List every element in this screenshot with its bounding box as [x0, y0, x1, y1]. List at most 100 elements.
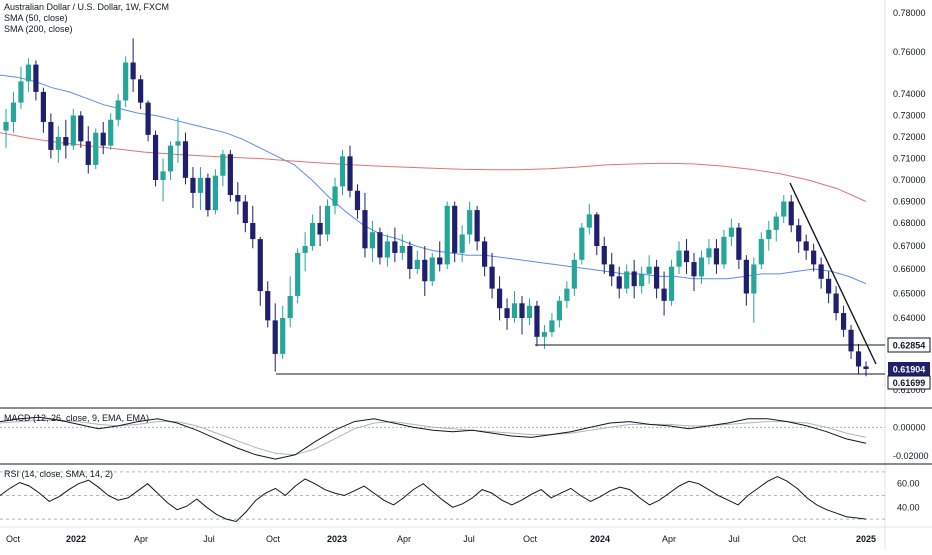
candle-body	[751, 264, 757, 294]
candle-body	[624, 271, 630, 289]
candle	[167, 141, 174, 180]
candle-body	[646, 266, 652, 274]
candle-body	[811, 250, 817, 265]
candle	[138, 75, 144, 110]
macd-tick-label: 0.00000	[893, 422, 926, 432]
candle	[362, 192, 368, 258]
candle	[354, 184, 361, 219]
candle-body	[818, 264, 824, 279]
candle-body	[138, 79, 144, 103]
candle-body	[310, 223, 316, 246]
candle-body	[10, 102, 17, 122]
candle	[399, 234, 405, 260]
candle	[108, 113, 114, 150]
candle-body	[85, 141, 91, 165]
candle	[519, 295, 525, 335]
candle	[698, 250, 705, 284]
candle	[452, 201, 458, 263]
candle	[10, 91, 17, 133]
time-tick-label: Apr	[134, 534, 148, 544]
time-tick-label: 2023	[327, 534, 347, 544]
price-tick-label: 0.71000	[893, 154, 926, 164]
candle-body	[302, 246, 308, 253]
candle-body	[93, 132, 99, 165]
price-tick-label: 0.70000	[893, 175, 926, 185]
candle-body	[683, 250, 690, 263]
candle	[848, 325, 854, 359]
candle	[654, 259, 660, 299]
candle-body	[25, 64, 32, 82]
candle	[145, 100, 151, 142]
candle-body	[788, 201, 794, 226]
candle-body	[414, 259, 420, 269]
price-tick-label: 0.69000	[893, 197, 926, 207]
candle-body	[564, 288, 570, 301]
candle	[429, 252, 435, 287]
candle-body	[631, 271, 637, 287]
candle-body	[721, 236, 727, 265]
candle-body	[18, 81, 24, 103]
candle-body	[339, 156, 346, 187]
candle-body	[384, 241, 390, 258]
candle-body	[511, 303, 518, 318]
candle-body	[781, 201, 787, 217]
rsi-legend[interactable]: RSI (14, close, SMA, 14, 2)	[4, 469, 113, 479]
time-tick-label: 2024	[590, 534, 610, 544]
time-axis: Oct 2022 Apr Jul Oct 2023 Apr Jul Oct 2024 Apr Jul O…	[6, 534, 876, 544]
candle-body	[265, 291, 271, 321]
candle-body	[324, 205, 331, 235]
candle	[826, 271, 832, 304]
candle-body	[108, 119, 114, 146]
candle-body	[743, 259, 749, 294]
candle	[586, 203, 592, 235]
candle	[85, 126, 91, 174]
candle-body	[167, 145, 174, 172]
candle-body	[33, 64, 39, 92]
price-tick-label: 0.78000	[893, 8, 926, 18]
candle-body	[48, 121, 54, 150]
macd-legend[interactable]: MACD (12, 26, close, 9, EMA, EMA)	[4, 413, 149, 423]
candle	[220, 149, 226, 187]
candle	[549, 313, 555, 337]
time-tick-label: Oct	[266, 534, 281, 544]
candle	[459, 225, 465, 263]
candle	[377, 227, 383, 265]
candle-body	[392, 241, 398, 253]
candle-body	[78, 115, 84, 142]
candle	[683, 239, 690, 274]
candle	[818, 257, 824, 289]
candle	[317, 205, 323, 246]
candle	[33, 60, 39, 101]
candle-body	[70, 115, 76, 146]
candle	[691, 252, 697, 292]
candle-body	[616, 276, 622, 289]
candle	[482, 236, 488, 277]
candle-body	[863, 366, 869, 369]
candle-body	[474, 210, 480, 242]
candle	[773, 212, 779, 242]
sma200-legend[interactable]: SMA (200, close)	[4, 24, 73, 34]
downtrend-line[interactable]	[789, 182, 877, 365]
candle	[287, 276, 293, 328]
sma200-line	[0, 132, 867, 202]
moving-averages	[0, 74, 867, 285]
candle-body	[242, 201, 248, 223]
candle-body	[40, 91, 46, 122]
candle-body	[55, 137, 61, 150]
candle-body	[691, 262, 697, 277]
candle	[227, 149, 233, 202]
rsi-tick-label: 40.00	[897, 502, 920, 512]
candle	[250, 205, 256, 249]
macd-pane: 0.00000 -0.02000	[0, 416, 929, 461]
candle	[781, 195, 787, 223]
candle	[265, 281, 271, 328]
sma50-legend[interactable]: SMA (50, close)	[4, 13, 68, 23]
candle	[766, 220, 772, 251]
candle-body	[698, 257, 705, 277]
candle-body	[736, 227, 742, 260]
candle-body	[212, 175, 218, 211]
macd-signal-line	[0, 419, 867, 456]
candle	[70, 109, 76, 150]
candle-body	[668, 266, 675, 301]
